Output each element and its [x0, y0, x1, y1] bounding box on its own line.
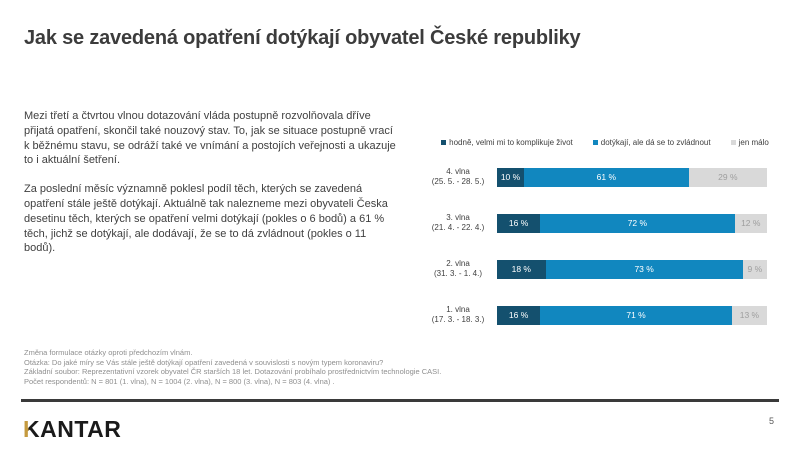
chart-rows: 4. vlna (25. 5. - 28. 5.) 10 % 61 % 29 % 3. v… — [425, 154, 785, 338]
category-dates: (31. 3. - 1. 4.) — [433, 269, 483, 278]
kantar-logo-k: K — [23, 416, 41, 442]
footnote-line: Změna formulace otázky oproti předchozím… — [24, 348, 193, 357]
segment-value-label: 61 % — [596, 172, 617, 182]
bar-track: 18 % 73 % 9 % — [497, 259, 767, 279]
bar-row: 3. vlna (21. 4. - 22. 4.) 16 % 72 % 12 % — [425, 200, 785, 246]
category-wave: 1. vlna — [446, 305, 470, 314]
segment-value-label: 9 % — [747, 264, 763, 274]
segment-value-label: 73 % — [634, 264, 654, 274]
legend-swatch-icon — [441, 140, 447, 145]
legend-label: dotýkají, ale dá se to zvládnout — [600, 138, 711, 147]
category-wave: 2. vlna — [446, 259, 470, 268]
footnote-line: Počet respondentů: N = 801 (1. vlna), N … — [24, 376, 335, 386]
bar-row: 4. vlna (25. 5. - 28. 5.) 10 % 61 % 29 % — [425, 154, 785, 200]
bar-row: 1. vlna (17. 3. - 18. 3.) 16 % 71 % 13 % — [425, 292, 785, 338]
stacked-bar-chart: hodně, velmi mi to komplikuje život dotýk… — [425, 130, 785, 340]
commentary-paragraph-1: Mezi třetí a čtvrtou vlnou dotazování vl… — [24, 110, 396, 167]
footnote-line: Základní soubor: Reprezentativní vzorek … — [24, 367, 442, 377]
legend-label: jen málo — [738, 138, 769, 147]
kantar-logo-rest: ANTAR — [40, 416, 122, 442]
bar-segment: 18 % — [497, 259, 546, 279]
page-number: 5 — [768, 416, 774, 426]
legend-label: hodně, velmi mi to komplikuje život — [449, 138, 573, 147]
bar-segment: 61 % — [524, 167, 689, 187]
bar-segment: 10 % — [497, 167, 524, 187]
category-label: 1. vlna (17. 3. - 18. 3.) — [425, 305, 491, 325]
bar-row: 2. vlna (31. 3. - 1. 4.) 18 % 73 % 9 % — [425, 246, 785, 292]
segment-value-label: 72 % — [627, 218, 648, 228]
legend-item: jen málo — [730, 138, 769, 147]
bar-segment: 16 % — [497, 213, 541, 233]
category-dates: (17. 3. - 18. 3.) — [431, 315, 485, 324]
legend-swatch-icon — [730, 140, 736, 145]
bar-segment: 9 % — [742, 259, 767, 279]
page-title: Jak se zavedená opatření dotýkají obyvat… — [24, 27, 581, 49]
bar-segment: 71 % — [540, 305, 732, 325]
category-wave: 3. vlna — [446, 213, 470, 222]
bar-segment: 72 % — [540, 213, 735, 233]
segment-value-label: 13 % — [739, 310, 760, 320]
legend-item: dotýkají, ale dá se to zvládnout — [592, 138, 711, 147]
category-label: 2. vlna (31. 3. - 1. 4.) — [425, 259, 491, 279]
bar-segment: 29 % — [688, 167, 767, 187]
segment-value-label: 71 % — [626, 310, 646, 320]
category-dates: (25. 5. - 28. 5.) — [431, 177, 485, 186]
commentary-paragraph-2: Za poslední měsíc významně poklesl podíl… — [24, 183, 388, 255]
legend-item: hodně, velmi mi to komplikuje život — [441, 138, 573, 147]
segment-value-label: 18 % — [511, 264, 531, 274]
bar-segment: 73 % — [545, 259, 743, 279]
bar-segment: 12 % — [734, 213, 767, 233]
footer-divider — [21, 399, 779, 402]
segment-value-label: 29 % — [718, 172, 738, 182]
bar-segment: 16 % — [497, 305, 541, 325]
bar-track: 16 % 72 % 12 % — [497, 213, 767, 233]
bar-track: 16 % 71 % 13 % — [497, 305, 767, 325]
legend-swatch-icon — [592, 140, 598, 145]
bar-segment: 13 % — [731, 305, 767, 325]
footnote-line: Otázka: Do jaké míry se Vás stále ještě … — [24, 357, 384, 367]
category-dates: (21. 4. - 22. 4.) — [431, 223, 485, 232]
chart-legend: hodně, velmi mi to komplikuje život dotýk… — [425, 138, 785, 147]
segment-value-label: 12 % — [741, 218, 761, 228]
segment-value-label: 10 % — [500, 172, 521, 182]
category-label: 3. vlna (21. 4. - 22. 4.) — [425, 213, 491, 233]
bar-track: 10 % 61 % 29 % — [497, 167, 767, 187]
category-label: 4. vlna (25. 5. - 28. 5.) — [425, 167, 491, 187]
footnotes: Změna formulace otázky oproti předchozím… — [24, 348, 644, 386]
commentary-text: Mezi třetí a čtvrtou vlnou dotazování vl… — [24, 109, 400, 256]
kantar-logo: KANTAR — [23, 416, 121, 443]
segment-value-label: 16 % — [508, 310, 529, 320]
category-wave: 4. vlna — [446, 167, 470, 176]
segment-value-label: 16 % — [508, 218, 529, 228]
